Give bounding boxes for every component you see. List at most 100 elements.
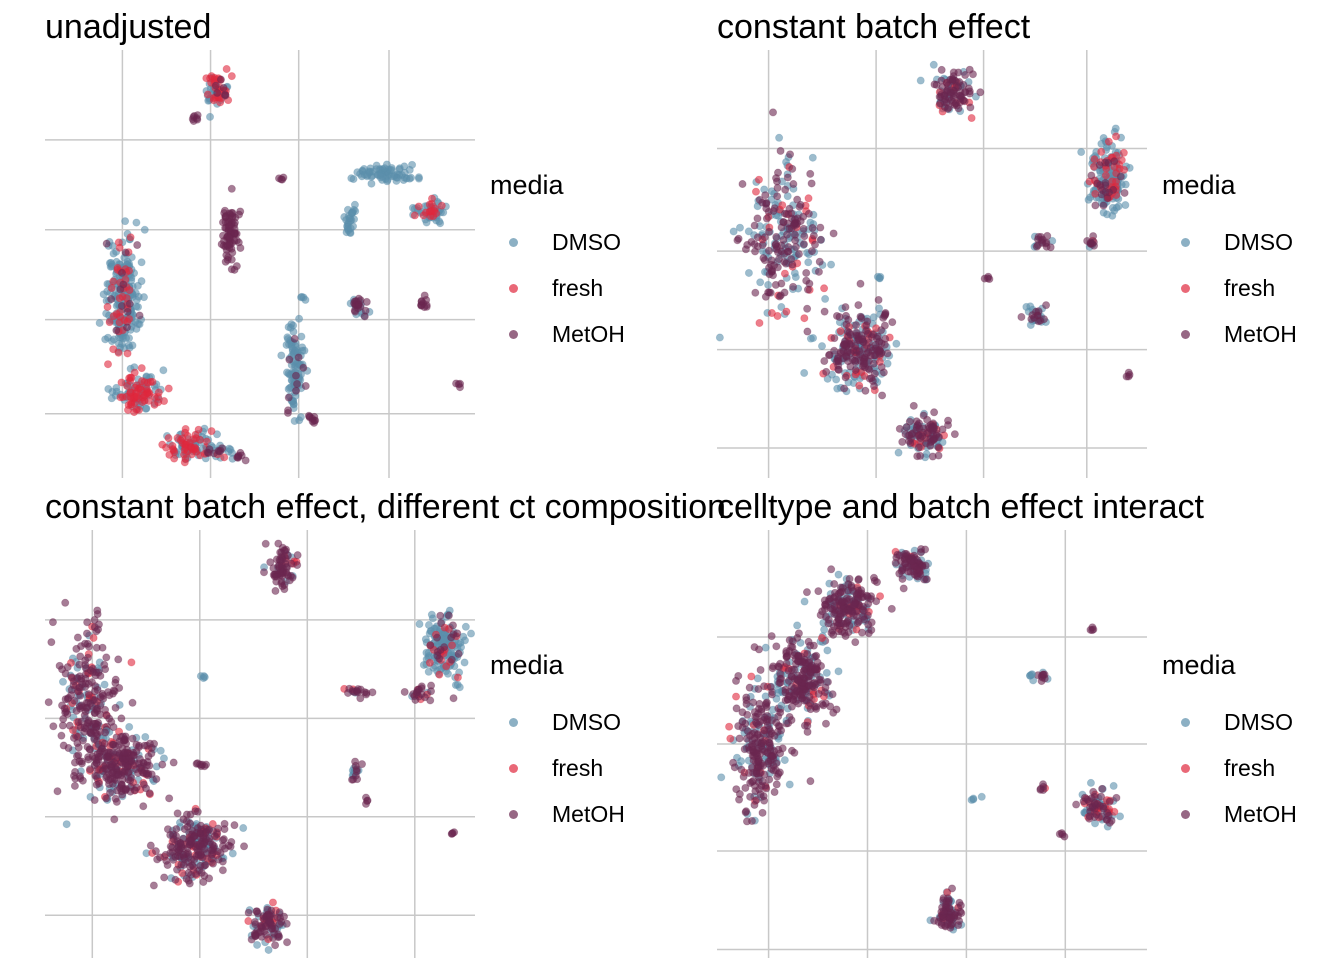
point-metoh [1091,800,1100,809]
point-fresh [103,302,112,311]
scatter-plot [45,50,475,478]
cluster-c10 [873,272,885,283]
cluster-c4 [244,898,292,954]
point-metoh [900,549,909,558]
point-fresh [1115,164,1124,173]
point-metoh [1097,792,1106,801]
point-dmso [735,223,744,232]
point-metoh [436,611,445,620]
point-metoh [236,243,245,252]
point-metoh [1040,670,1049,679]
legend-item-dmso: DMSO [1162,219,1297,265]
point-metoh [781,685,790,694]
point-metoh [772,174,781,183]
point-fresh [138,398,147,407]
legend-label: fresh [1224,274,1276,301]
point-metoh [916,451,925,460]
point-metoh [244,908,253,917]
point-metoh [221,212,230,221]
point-fresh [876,592,885,601]
point-metoh [94,625,103,634]
panel-different-ct-composition: constant batch effect, different ct comp… [0,480,726,960]
point-fresh [125,266,134,275]
point-metoh [825,595,834,604]
point-metoh [785,636,794,645]
point-dmso [289,327,298,336]
point-dmso [415,620,424,629]
point-metoh [746,792,755,801]
point-metoh [70,781,79,790]
point-metoh [737,765,746,774]
point-metoh [121,248,130,257]
point-metoh [851,365,860,374]
point-metoh [852,328,861,337]
point-metoh [145,789,154,798]
point-metoh [751,288,760,297]
point-fresh [125,286,134,295]
point-metoh [262,930,271,939]
legend-title: media [490,650,564,680]
point-metoh [877,339,886,348]
cluster-c13 [192,759,211,771]
point-dmso [977,792,986,801]
point-metoh [293,380,302,389]
point-metoh [282,568,291,577]
point-metoh [1105,797,1114,806]
legend-label: DMSO [1224,228,1293,255]
point-metoh [234,451,243,460]
point-metoh [106,788,115,797]
panel-title: constant batch effect, different ct comp… [45,488,727,526]
point-metoh [770,788,779,797]
point-metoh [852,321,861,330]
legend-label: DMSO [1224,708,1293,735]
cluster-c7 [1029,668,1052,686]
point-metoh [893,550,902,559]
point-metoh [98,744,107,753]
cluster-c2 [76,722,178,824]
legend-label: MetOH [552,800,625,827]
point-metoh [841,303,850,312]
panel-title: celltype and batch effect interact [717,488,1205,526]
cluster-c8 [1017,301,1051,330]
point-metoh [125,299,134,308]
point-metoh [166,849,175,858]
point-metoh [834,357,843,366]
point-fresh [181,454,190,463]
point-metoh [766,741,775,750]
point-metoh [294,353,303,362]
point-metoh [1103,808,1112,817]
point-metoh [180,855,189,864]
cluster-c12 [408,193,450,228]
point-metoh [821,683,830,692]
point-metoh [846,349,855,358]
point-metoh [758,808,767,817]
point-metoh [943,85,952,94]
point-metoh [743,727,752,736]
point-metoh [780,288,789,297]
point-dmso [424,621,433,630]
point-dmso [1121,201,1130,210]
point-dmso [299,293,308,302]
point-fresh [191,430,200,439]
point-metoh [753,242,762,251]
point-metoh [945,93,954,102]
point-metoh [828,626,837,635]
point-metoh [282,919,291,928]
point-metoh [361,799,370,808]
point-metoh [955,78,964,87]
point-metoh [780,257,789,266]
legend-key [490,265,540,311]
point-metoh [107,295,116,304]
point-dmso [295,314,304,323]
point-metoh [147,743,156,752]
point-metoh [766,260,775,269]
point-metoh [829,708,838,717]
point-metoh [111,675,120,684]
point-metoh [741,808,750,817]
point-metoh [788,164,797,173]
point-metoh [743,240,752,249]
point-metoh [768,271,777,280]
panel-title: unadjusted [45,8,212,46]
point-metoh [735,790,744,799]
cluster-c6 [1072,778,1125,831]
